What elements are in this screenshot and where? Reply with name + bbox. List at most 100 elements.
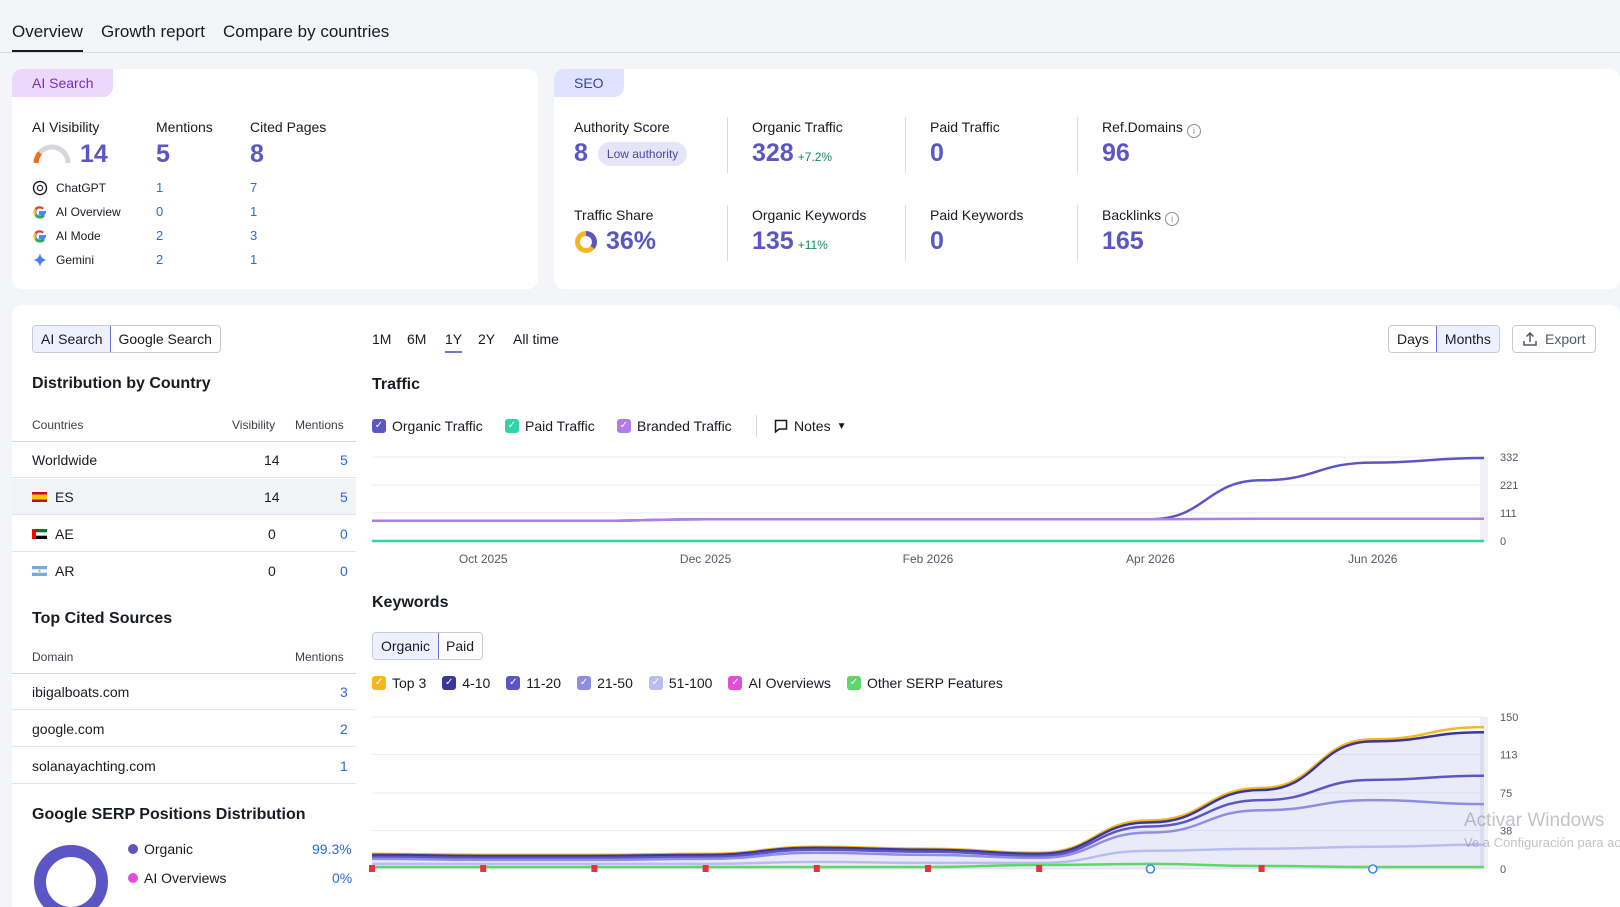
paid-keywords-label[interactable]: Paid Keywords — [930, 207, 1024, 223]
checkbox-icon[interactable]: ✓ — [372, 676, 386, 690]
organic-keywords-delta: +11% — [797, 238, 828, 252]
source-domain[interactable]: ibigalboats.com — [32, 684, 130, 700]
organic-traffic-label[interactable]: Organic Traffic — [752, 119, 843, 135]
legend-4-10[interactable]: ✓ 4-10 — [442, 675, 490, 691]
legend-other-serp-features[interactable]: ✓ Other SERP Features — [846, 675, 1003, 691]
table-row[interactable]: Worldwide 14 5 — [12, 442, 356, 478]
range-6m[interactable]: 6M — [407, 331, 427, 347]
country-mentions[interactable]: 5 — [340, 452, 348, 468]
legend-11-20[interactable]: ✓ 11-20 — [506, 675, 561, 691]
checkbox-icon[interactable]: ✓ — [372, 419, 386, 433]
organic-traffic-value[interactable]: 328 +7.2% — [752, 139, 833, 167]
tab-compare-by-countries[interactable]: Compare by countries — [223, 22, 390, 41]
ai-row-cited[interactable]: 3 — [250, 228, 258, 243]
ref-domains-value[interactable]: 96 — [1102, 139, 1130, 167]
toggle-google-search[interactable]: Google Search — [118, 331, 212, 347]
toggle-organic[interactable]: Organic — [373, 633, 440, 659]
series-line-4-10[interactable] — [371, 730, 1485, 858]
source-mentions[interactable]: 1 — [340, 758, 348, 774]
range-2y[interactable]: 2Y — [478, 331, 496, 347]
legend-top-3[interactable]: ✓ Top 3 — [372, 675, 426, 691]
series-line-21-50[interactable] — [371, 798, 1485, 862]
checkbox-icon[interactable]: ✓ — [577, 676, 592, 690]
info-icon[interactable]: i — [1165, 212, 1180, 226]
tab-overview[interactable]: Overview — [12, 22, 83, 52]
checkbox-icon[interactable]: ✓ — [506, 676, 521, 690]
notes-dropdown[interactable]: Notes ▼ — [774, 418, 846, 434]
country-mentions[interactable]: 0 — [340, 526, 348, 542]
event-flag-icon[interactable] — [925, 865, 931, 872]
range-1m[interactable]: 1M — [372, 331, 392, 347]
serp-legend-label: AI Overviews — [144, 870, 227, 886]
event-flag-icon[interactable] — [1258, 865, 1265, 872]
checkbox-icon[interactable]: ✓ — [617, 419, 631, 433]
checkbox-icon[interactable]: ✓ — [846, 676, 861, 690]
ai-row-mentions[interactable]: 0 — [156, 204, 164, 219]
range-1y[interactable]: 1Y — [445, 331, 463, 353]
table-row[interactable]: ES 14 5 — [12, 479, 356, 515]
ai-row-mentions[interactable]: 2 — [156, 228, 164, 243]
range-all-time[interactable]: All time — [513, 331, 559, 347]
table-row[interactable]: AR 0 0 — [12, 553, 356, 589]
series-line-branded-traffic[interactable] — [372, 517, 1484, 523]
backlinks-label[interactable]: Backlinks i — [1102, 207, 1180, 226]
ai-row-cited[interactable]: 1 — [250, 204, 258, 219]
series-line-51-100[interactable] — [372, 843, 1485, 866]
legend-21-50[interactable]: ✓ 21-50 — [577, 675, 633, 691]
toggle-ai-search[interactable]: AI Search — [32, 326, 112, 352]
country-mentions[interactable]: 5 — [340, 489, 348, 505]
checkbox-icon[interactable]: ✓ — [442, 676, 457, 690]
argentina-flag-icon — [32, 566, 47, 576]
legend-organic-traffic[interactable]: ✓ Organic Traffic — [372, 418, 483, 434]
event-flag-icon[interactable] — [591, 865, 598, 872]
table-row[interactable]: google.com 2 — [12, 711, 356, 747]
ref-domains-label[interactable]: Ref.Domains i — [1102, 119, 1201, 138]
event-flag-icon[interactable] — [369, 865, 375, 872]
paid-traffic-value[interactable]: 0 — [930, 139, 944, 167]
paid-traffic-label[interactable]: Paid Traffic — [930, 119, 1000, 135]
legend-paid-traffic[interactable]: ✓ Paid Traffic — [505, 418, 595, 434]
table-row[interactable]: ibigalboats.com 3 — [12, 674, 356, 710]
organic-keywords-value[interactable]: 135 +11% — [752, 227, 828, 255]
event-flag-icon[interactable] — [813, 865, 820, 872]
table-row[interactable]: AE 0 0 — [12, 516, 356, 552]
event-flag-icon[interactable] — [702, 865, 709, 872]
series-line-11-20[interactable] — [371, 774, 1485, 860]
tab-growth-report[interactable]: Growth report — [101, 22, 205, 41]
checkbox-icon[interactable]: ✓ — [728, 676, 743, 690]
google-icon — [33, 230, 46, 243]
legend-branded-traffic[interactable]: ✓ Branded Traffic — [617, 418, 732, 434]
legend-ai-overviews[interactable]: ✓ AI Overviews — [728, 675, 831, 691]
backlinks-value[interactable]: 165 — [1102, 227, 1144, 255]
event-flag-icon[interactable] — [1036, 865, 1043, 872]
legend-label: AI Overviews — [748, 675, 831, 691]
legend-51-100[interactable]: ✓ 51-100 — [648, 675, 712, 691]
country-mentions[interactable]: 0 — [340, 563, 348, 579]
checkbox-icon[interactable]: ✓ — [648, 676, 663, 690]
x-tick-label: Feb 2026 — [903, 552, 954, 566]
source-mentions[interactable]: 3 — [340, 684, 348, 700]
source-domain[interactable]: google.com — [32, 721, 105, 737]
table-row[interactable]: solanayachting.com 1 — [12, 748, 356, 784]
info-icon[interactable]: i — [1186, 124, 1201, 138]
google-update-marker-icon[interactable] — [1367, 864, 1378, 874]
paid-keywords-value[interactable]: 0 — [930, 227, 944, 255]
series-line-organic-traffic[interactable] — [372, 456, 1485, 523]
toggle-paid[interactable]: Paid — [446, 638, 475, 654]
ai-row-cited[interactable]: 7 — [250, 180, 258, 195]
divider — [905, 117, 906, 173]
event-flag-icon[interactable] — [480, 865, 487, 872]
google-update-marker-icon[interactable] — [1145, 864, 1156, 874]
ai-row-mentions[interactable]: 2 — [156, 252, 164, 267]
mentions-label: Mentions — [156, 119, 213, 135]
toggle-days[interactable]: Days — [1397, 331, 1429, 347]
ai-row-mentions[interactable]: 1 — [156, 180, 164, 195]
source-domain[interactable]: solanayachting.com — [32, 758, 156, 774]
toggle-months[interactable]: Months — [1435, 326, 1499, 352]
ai-row-cited[interactable]: 1 — [250, 252, 258, 267]
export-button[interactable]: Export — [1512, 325, 1597, 353]
legend-label: Top 3 — [392, 675, 427, 691]
checkbox-icon[interactable]: ✓ — [505, 419, 519, 433]
source-mentions[interactable]: 2 — [340, 721, 348, 737]
organic-keywords-label[interactable]: Organic Keywords — [752, 207, 867, 223]
